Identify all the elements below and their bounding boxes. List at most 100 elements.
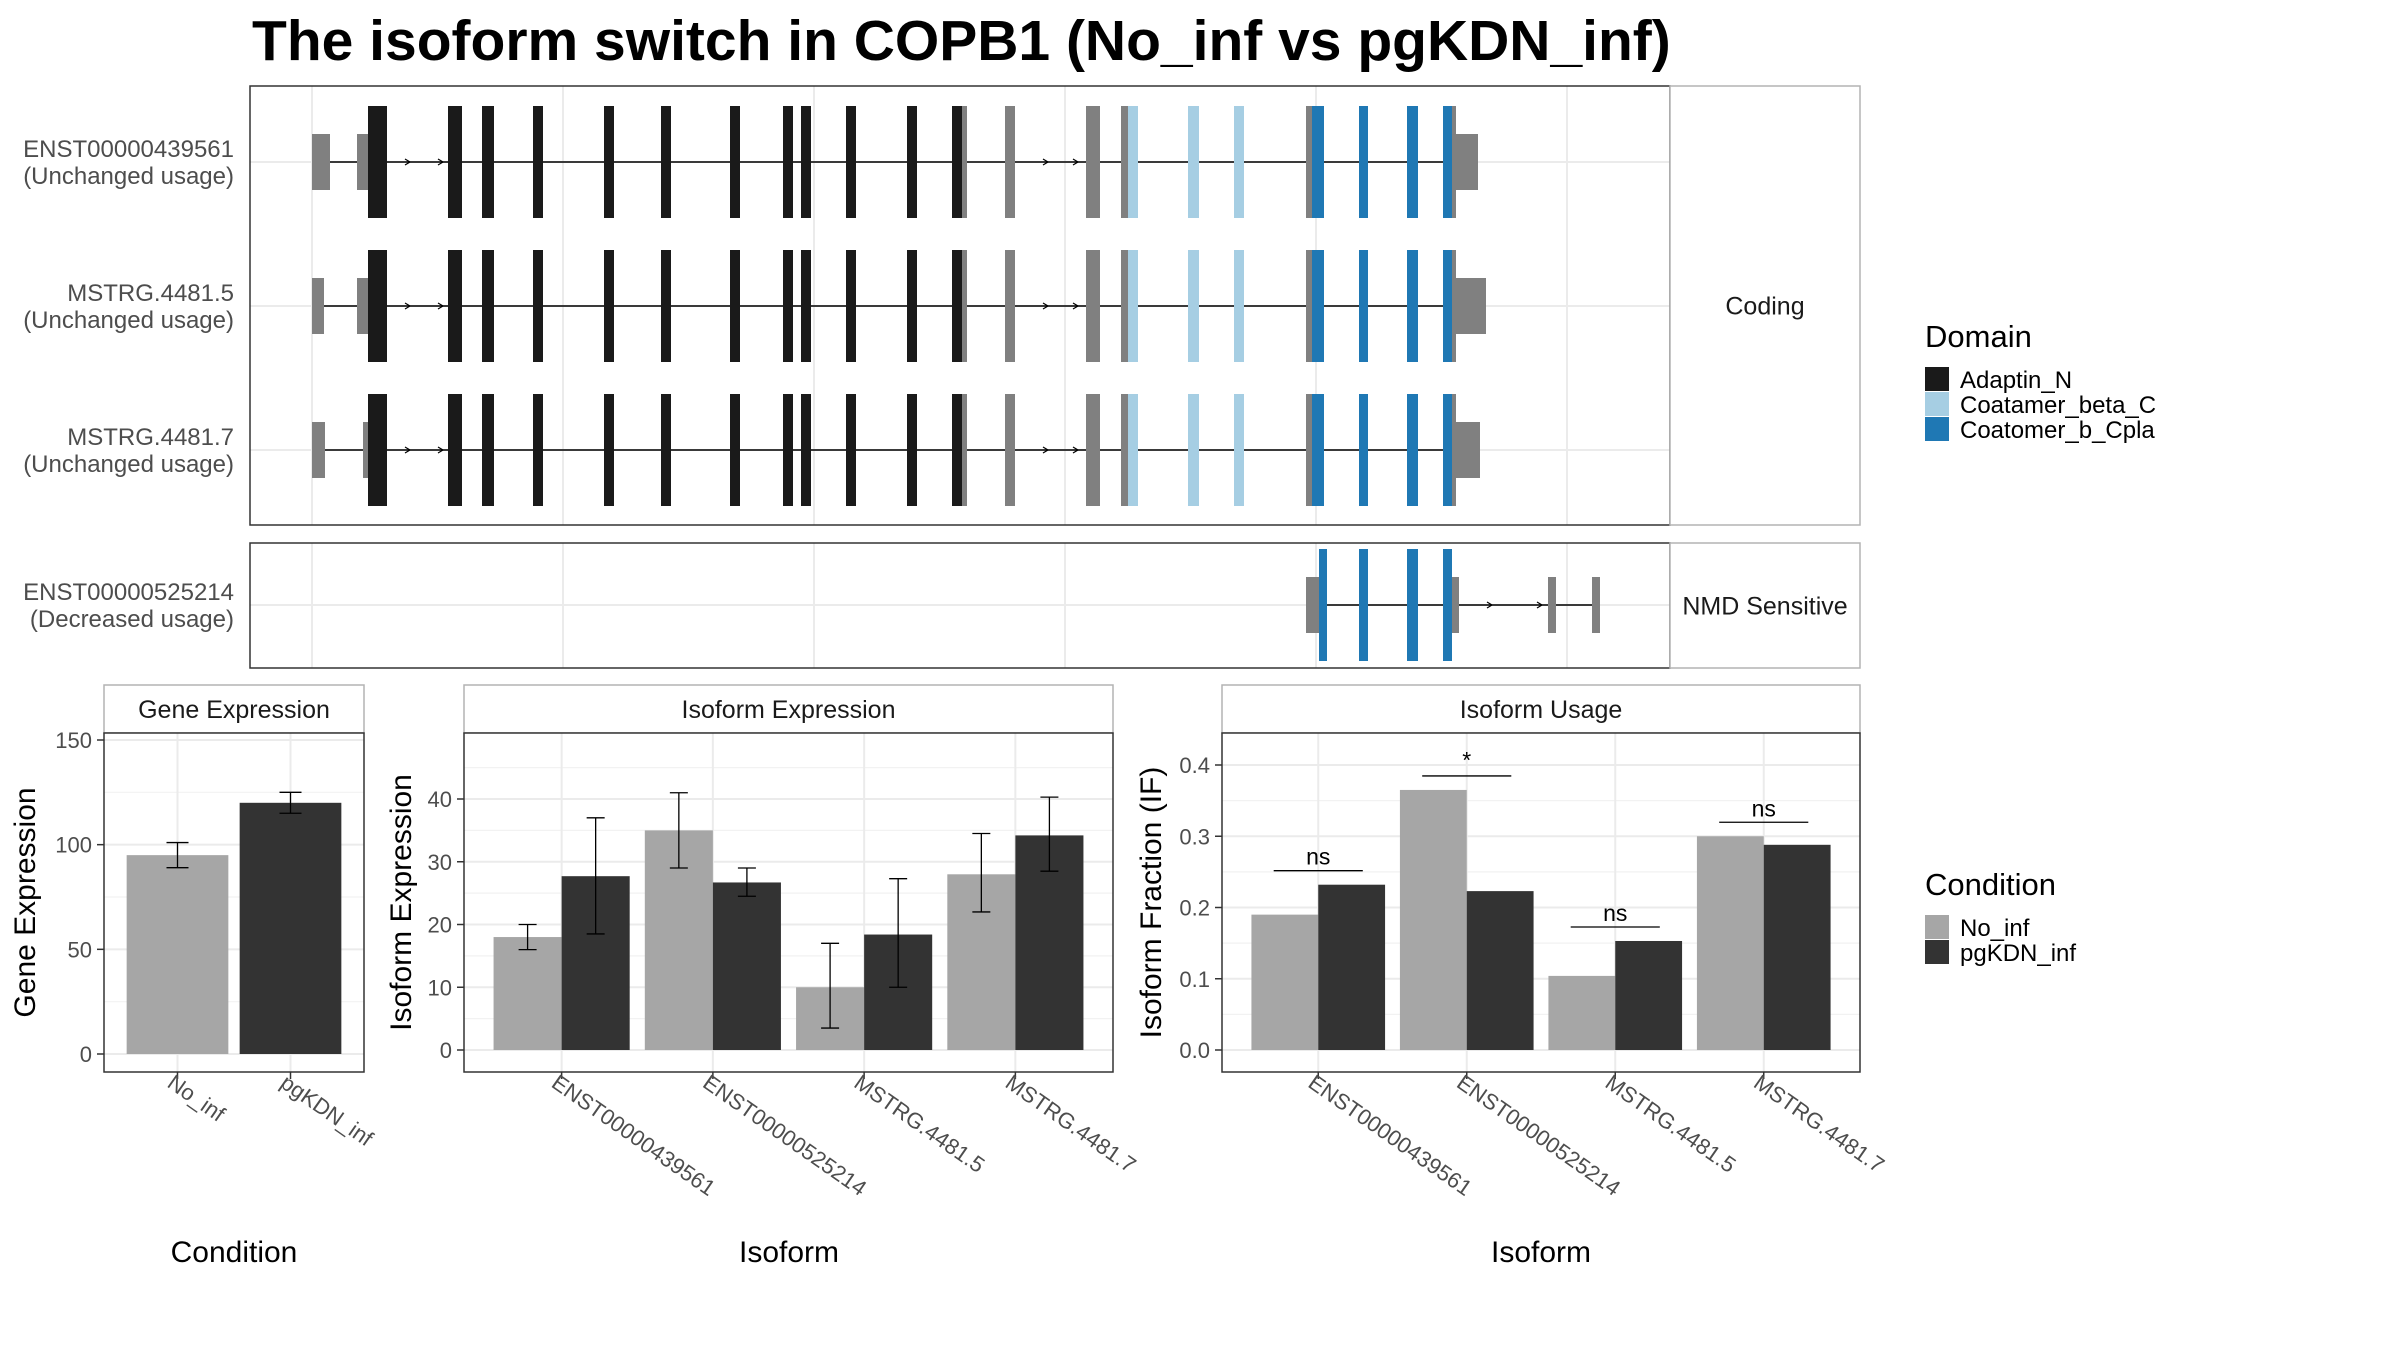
coding-exon — [482, 394, 494, 506]
y-tick-label: 0.3 — [1179, 824, 1210, 849]
y-axis-title: Isoform Fraction (IF) — [1135, 767, 1168, 1039]
coding-exon — [1188, 394, 1199, 506]
coding-exon — [604, 250, 614, 362]
plot-border — [103, 732, 365, 1073]
bar-pgkdn-inf — [1615, 940, 1683, 1050]
bar-no-inf — [1251, 914, 1319, 1050]
coding-exon — [533, 106, 543, 218]
transcript-enst00000525214 — [1306, 549, 1600, 661]
bar-no-inf — [126, 855, 229, 1054]
coding-exon — [730, 394, 740, 506]
coding-exon — [783, 250, 793, 362]
y-tick-label: 100 — [55, 833, 92, 858]
coding-exon — [368, 250, 382, 362]
utr-exon — [1592, 577, 1600, 633]
coding-exon — [1128, 250, 1138, 362]
coding-exon — [952, 106, 962, 218]
utr-exon — [1456, 134, 1478, 190]
direction-arrow — [437, 158, 445, 166]
condition-legend-title: Condition — [1925, 867, 2056, 902]
significance-label: ns — [1752, 795, 1776, 821]
bar-pgkdn-inf — [712, 882, 781, 1050]
coding-exon — [783, 394, 793, 506]
coding-exon — [1452, 106, 1456, 218]
x-tick-label: MSTRG.4481.5 — [1601, 1070, 1741, 1178]
direction-arrow — [1486, 601, 1494, 609]
coding-exon — [533, 394, 543, 506]
isoform-row-label: ENST00000439561 — [23, 136, 234, 163]
coding-exon — [1128, 106, 1138, 218]
coding-exon — [846, 394, 856, 506]
isoform-usage-label: (Unchanged usage) — [23, 307, 234, 334]
y-tick-label: 10 — [428, 975, 452, 1000]
coding-exon — [730, 250, 740, 362]
coding-exon — [1312, 250, 1324, 362]
legend-label-no-inf: No_inf — [1960, 915, 2030, 942]
coding-exon — [1443, 250, 1452, 362]
coding-exon — [1407, 250, 1418, 362]
coding-exon — [1407, 549, 1418, 661]
coding-exon — [1306, 250, 1312, 362]
coding-exon — [661, 106, 671, 218]
utr-exon — [357, 134, 369, 190]
coding-exon — [783, 106, 793, 218]
coding-exon — [730, 106, 740, 218]
coding-exon — [1086, 106, 1100, 218]
y-tick-label: 0 — [80, 1042, 92, 1067]
legend-label-adaptin-n: Adaptin_N — [1960, 367, 2072, 394]
panel-strip-title: Isoform Usage — [1460, 696, 1623, 724]
coding-exon — [1121, 394, 1128, 506]
bar-pgkdn-inf — [239, 802, 342, 1054]
coding-exon — [661, 250, 671, 362]
direction-arrow — [1042, 446, 1050, 454]
utr-exon — [363, 422, 369, 478]
bar-pgkdn-inf — [1318, 884, 1386, 1050]
y-tick-label: 0 — [440, 1038, 452, 1063]
isoform-usage-label: (Unchanged usage) — [23, 451, 234, 478]
y-tick-label: 50 — [68, 937, 92, 962]
x-tick-label: MSTRG.4481.7 — [1001, 1070, 1141, 1178]
y-axis-title: Gene Expression — [9, 787, 42, 1017]
bar-no-inf — [1548, 975, 1616, 1050]
panel-strip-title: Isoform Expression — [682, 696, 896, 724]
coding-exon — [1188, 250, 1199, 362]
figure-title: The isoform switch in COPB1 (No_inf vs p… — [252, 9, 1671, 73]
plot-border — [463, 732, 1114, 1073]
coding-exon — [381, 250, 387, 362]
coding-exon — [368, 106, 382, 218]
coding-exon — [448, 250, 462, 362]
coding-exon — [1005, 106, 1015, 218]
facet-strip-label: NMD Sensitive — [1682, 593, 1847, 621]
direction-arrow — [404, 158, 412, 166]
coding-exon — [801, 394, 811, 506]
coding-exon — [1312, 106, 1324, 218]
y-tick-label: 30 — [428, 850, 452, 875]
transcript-mstrg-4481-5 — [312, 250, 1486, 362]
utr-exon — [312, 134, 330, 190]
utr-exon — [312, 278, 324, 334]
coding-exon — [1005, 250, 1015, 362]
coding-exon — [381, 106, 387, 218]
significance-label: * — [1462, 747, 1471, 773]
direction-arrow — [1042, 302, 1050, 310]
direction-arrow — [1536, 601, 1544, 609]
utr-exon — [312, 422, 325, 478]
coding-exon — [1128, 394, 1138, 506]
bar-no-inf — [493, 937, 562, 1050]
coding-exon — [846, 250, 856, 362]
coding-exon — [1359, 394, 1368, 506]
domain-legend-title: Domain — [1925, 319, 2032, 354]
coding-exon — [1121, 106, 1128, 218]
coding-exon — [448, 394, 462, 506]
coding-exon — [533, 250, 543, 362]
coding-exon — [1312, 394, 1324, 506]
utr-exon — [1456, 278, 1486, 334]
direction-arrow — [1072, 158, 1080, 166]
bar-pgkdn-inf — [1466, 891, 1534, 1050]
isoform-usage-panel: Isoform Usage ns * ns ns 0.0 0.1 0.2 0.3 0.4 ENST0… — [1135, 684, 1889, 1269]
coding-exon — [1359, 106, 1368, 218]
legend-label-coatomer-b-cpla: Coatomer_b_Cpla — [1960, 417, 2155, 444]
legend-swatch-coatomer-b-cpla — [1925, 417, 1949, 441]
coding-exon — [482, 106, 494, 218]
legend-swatch-pgkdn-inf — [1925, 940, 1949, 964]
